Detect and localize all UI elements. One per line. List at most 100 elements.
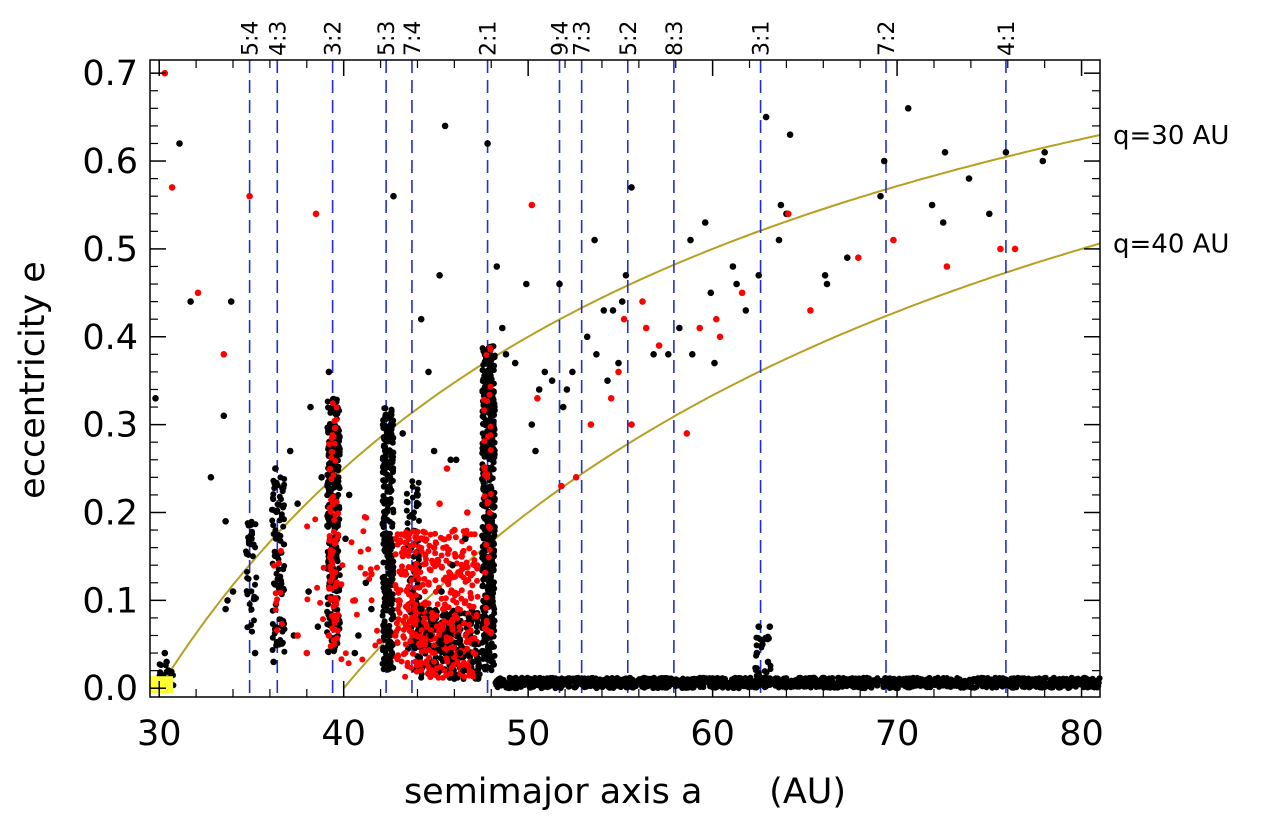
cluster-point — [427, 567, 434, 574]
cluster-point — [389, 541, 396, 548]
cluster-point — [326, 537, 333, 544]
cluster-point — [404, 604, 411, 611]
data-point — [807, 307, 814, 314]
data-point — [312, 210, 320, 218]
cluster-point — [405, 564, 412, 570]
cluster-point — [443, 638, 450, 645]
cluster-point — [277, 589, 284, 596]
cluster-point — [403, 507, 410, 514]
data-point — [440, 605, 447, 613]
cluster-point — [385, 555, 392, 562]
resonance-label: 7:2 — [875, 21, 900, 56]
cluster-point — [722, 678, 729, 685]
data-point — [430, 544, 438, 551]
data-point — [275, 641, 283, 648]
cluster-point — [1091, 679, 1098, 686]
cluster-point — [335, 510, 342, 517]
cluster-point — [409, 478, 416, 485]
cluster-point — [483, 594, 490, 601]
data-point — [534, 395, 541, 402]
resonance-label: 5:3 — [375, 21, 400, 56]
cluster-point — [381, 442, 387, 449]
cluster-point — [367, 566, 374, 573]
data-point — [270, 658, 277, 666]
cluster-point — [432, 530, 439, 537]
cluster-point — [487, 383, 494, 390]
data-point — [224, 597, 231, 604]
cluster-point — [976, 680, 983, 687]
cluster-point — [281, 648, 288, 655]
cluster-point — [399, 553, 406, 560]
data-point — [458, 553, 466, 560]
cluster-point — [1037, 677, 1043, 684]
cluster-point — [486, 590, 493, 597]
cluster-point — [783, 684, 790, 691]
cluster-point — [276, 560, 282, 567]
cluster-point — [753, 665, 760, 672]
cluster-point — [403, 490, 410, 497]
data-point — [622, 272, 630, 279]
cluster-point — [485, 433, 491, 440]
cluster-point — [365, 546, 372, 553]
cluster-point — [957, 684, 964, 691]
cluster-point — [446, 620, 453, 627]
cluster-point — [488, 667, 495, 674]
cluster-point — [886, 680, 893, 687]
cluster-point — [471, 557, 478, 564]
cluster-point — [428, 627, 434, 634]
cluster-point — [507, 675, 514, 682]
data-point — [997, 245, 1004, 253]
y-axis-label: eccentricity e — [13, 261, 53, 499]
data-point — [502, 351, 510, 358]
cluster-point — [415, 479, 422, 486]
cluster-point — [485, 652, 492, 659]
data-point — [251, 649, 259, 657]
data-point — [941, 149, 949, 156]
cluster-point — [387, 662, 394, 669]
cluster-point — [270, 562, 277, 569]
cluster-point — [245, 575, 252, 582]
cluster-point — [251, 617, 257, 624]
data-point — [220, 351, 228, 358]
cluster-point — [482, 604, 489, 611]
cluster-point — [480, 514, 487, 521]
cluster-point — [336, 587, 343, 594]
data-point — [465, 614, 473, 622]
cluster-point — [423, 658, 430, 665]
cluster-point — [329, 569, 336, 576]
data-point — [430, 447, 438, 455]
data-point — [928, 201, 936, 209]
cluster-point — [368, 597, 375, 604]
cluster-point — [481, 396, 487, 403]
cluster-point — [333, 404, 340, 411]
cluster-point — [457, 572, 464, 579]
cluster-point — [880, 682, 887, 689]
cluster-point — [819, 679, 826, 686]
cluster-point — [388, 601, 395, 608]
data-point — [821, 272, 829, 279]
cluster-point — [452, 573, 458, 580]
cluster-point — [491, 585, 498, 592]
cluster-point — [471, 531, 478, 538]
data-point — [229, 588, 237, 595]
x-tick-label: 30 — [137, 714, 182, 754]
cluster-point — [338, 581, 345, 588]
cluster-point — [414, 486, 421, 493]
data-point — [532, 447, 539, 455]
cluster-point — [389, 456, 396, 463]
cluster-point — [491, 400, 498, 407]
cluster-point — [454, 619, 461, 626]
cluster-point — [383, 540, 390, 547]
cluster-point — [329, 432, 336, 438]
cluster-point — [418, 667, 425, 674]
resonance-label: 7:4 — [401, 21, 426, 56]
cluster-point — [463, 559, 470, 566]
cluster-point — [412, 621, 419, 628]
resonance-label: 2:1 — [477, 21, 502, 56]
cluster-point — [485, 635, 491, 642]
cluster-point — [480, 377, 486, 384]
cluster-point — [672, 683, 679, 690]
data-point — [943, 263, 951, 270]
cluster-point — [437, 623, 444, 630]
